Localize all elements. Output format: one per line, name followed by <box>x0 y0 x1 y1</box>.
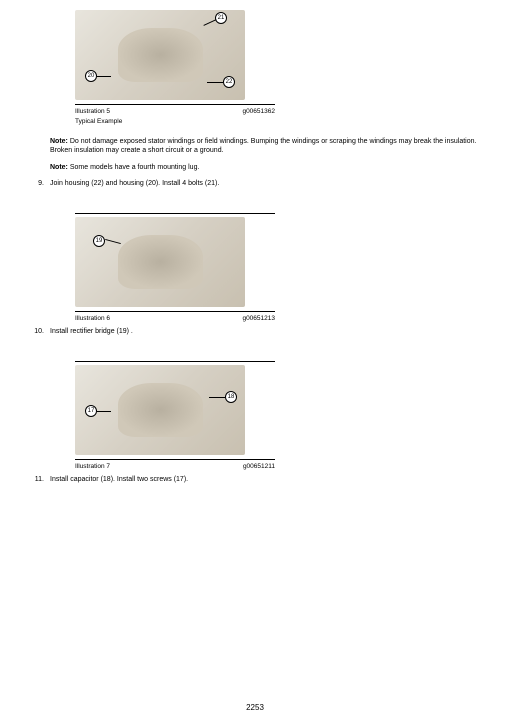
note-1-text: Do not damage exposed stator windings or… <box>50 138 476 154</box>
page-number: 2253 <box>0 703 510 712</box>
step-9: 9. Join housing (22) and housing (20). I… <box>20 180 490 187</box>
leader-21 <box>203 19 216 26</box>
figure-5-caption: Illustration 5 g00651362 <box>75 108 275 115</box>
callout-19: 19 <box>93 235 105 247</box>
note-1-prefix: Note: <box>50 138 68 145</box>
figure-6-top-rule <box>75 213 275 214</box>
step-11-text: Install capacitor (18). Install two scre… <box>50 476 490 483</box>
figure-6-rule <box>75 311 275 312</box>
figure-5-image: 21 20 22 <box>75 10 245 100</box>
step-10-text: Install rectifier bridge (19) . <box>50 328 490 335</box>
figure-7-code: g00651211 <box>243 463 275 470</box>
leader-19 <box>105 239 121 244</box>
figure-6-code: g00651213 <box>242 315 275 322</box>
step-9-text: Join housing (22) and housing (20). Inst… <box>50 180 490 187</box>
figure-7-caption: Illustration 7 g00651211 <box>75 463 275 470</box>
figure-6-caption: Illustration 6 g00651213 <box>75 315 275 322</box>
callout-22: 22 <box>223 76 235 88</box>
figure-6: 19 <box>75 217 490 307</box>
leader-18 <box>209 397 225 398</box>
figure-7: 17 18 <box>75 365 490 455</box>
leader-17 <box>97 411 111 412</box>
figure-5-rule <box>75 104 275 105</box>
step-10-number: 10. <box>20 328 50 335</box>
figure-7-image: 17 18 <box>75 365 245 455</box>
callout-20: 20 <box>85 70 97 82</box>
callout-21: 21 <box>215 12 227 24</box>
note-2-text: Some models have a fourth mounting lug. <box>68 164 200 171</box>
figure-5-subcaption: Typical Example <box>75 118 490 125</box>
callout-18: 18 <box>225 391 237 403</box>
figure-6-image: 19 <box>75 217 245 307</box>
figure-7-label: Illustration 7 <box>75 463 110 470</box>
figure-6-label: Illustration 6 <box>75 315 110 322</box>
figure-7-rule <box>75 459 275 460</box>
leader-20 <box>97 76 111 77</box>
note-2-prefix: Note: <box>50 164 68 171</box>
step-11-number: 11. <box>20 476 50 483</box>
figure-5-label: Illustration 5 <box>75 108 110 115</box>
figure-5-code: g00651362 <box>242 108 275 115</box>
step-10: 10. Install rectifier bridge (19) . <box>20 328 490 335</box>
step-11: 11. Install capacitor (18). Install two … <box>20 476 490 483</box>
note-2: Note: Some models have a fourth mounting… <box>50 163 490 172</box>
step-9-number: 9. <box>20 180 50 187</box>
note-1: Note: Do not damage exposed stator windi… <box>50 137 490 155</box>
callout-17: 17 <box>85 405 97 417</box>
leader-22 <box>207 82 223 83</box>
figure-7-top-rule <box>75 361 275 362</box>
figure-5: 21 20 22 <box>75 10 490 100</box>
